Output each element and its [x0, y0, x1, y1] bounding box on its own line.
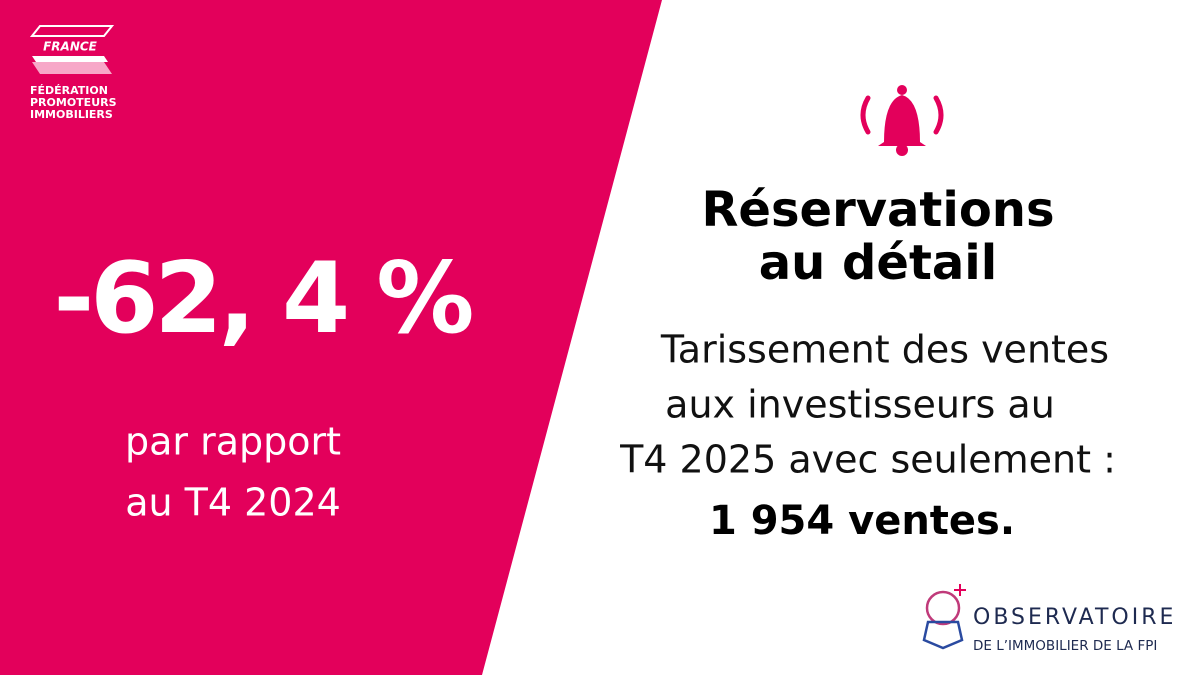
stat-value: -62, 4 %	[54, 242, 473, 356]
logo-country: FRANCE	[43, 40, 98, 54]
stat-comparison: au T4 2024	[125, 481, 341, 525]
pink-panel	[0, 0, 662, 675]
bell-wave	[933, 95, 944, 135]
body-highlight: 1 954 ventes.	[709, 498, 1015, 544]
logo-slab	[32, 56, 108, 62]
bell-icon	[860, 85, 944, 156]
logo-line: IMMOBILIERS	[30, 108, 113, 121]
logo-spark	[954, 584, 966, 596]
stat-comparison: par rapport	[125, 420, 341, 464]
heading: Réservations	[701, 182, 1054, 238]
logo-circle	[925, 590, 961, 626]
body-line: T4 2025 avec seulement :	[619, 438, 1116, 482]
fpi-logo: FRANCE FÉDÉRATION PROMOTEURS IMMOBILIERS	[29, 25, 117, 121]
logo-line: PROMOTEURS	[30, 96, 117, 109]
observatoire-title: OBSERVATOIRE	[973, 605, 1176, 630]
logo-roof	[29, 25, 115, 37]
bell-body	[878, 95, 926, 146]
heading: au détail	[759, 235, 997, 291]
body-line: aux investisseurs au	[665, 383, 1055, 427]
logo-box	[922, 620, 964, 650]
bell-top	[897, 85, 907, 95]
bell-clapper	[896, 144, 908, 156]
body-line: Tarissement des ventes	[660, 328, 1109, 372]
observatoire-logo: OBSERVATOIRE DE L’IMMOBILIER DE LA FPI	[922, 584, 1176, 654]
bell-wave	[860, 95, 871, 135]
logo-line: FÉDÉRATION	[30, 84, 108, 97]
observatoire-subtitle: DE L’IMMOBILIER DE LA FPI	[973, 638, 1157, 654]
logo-base	[32, 62, 112, 74]
